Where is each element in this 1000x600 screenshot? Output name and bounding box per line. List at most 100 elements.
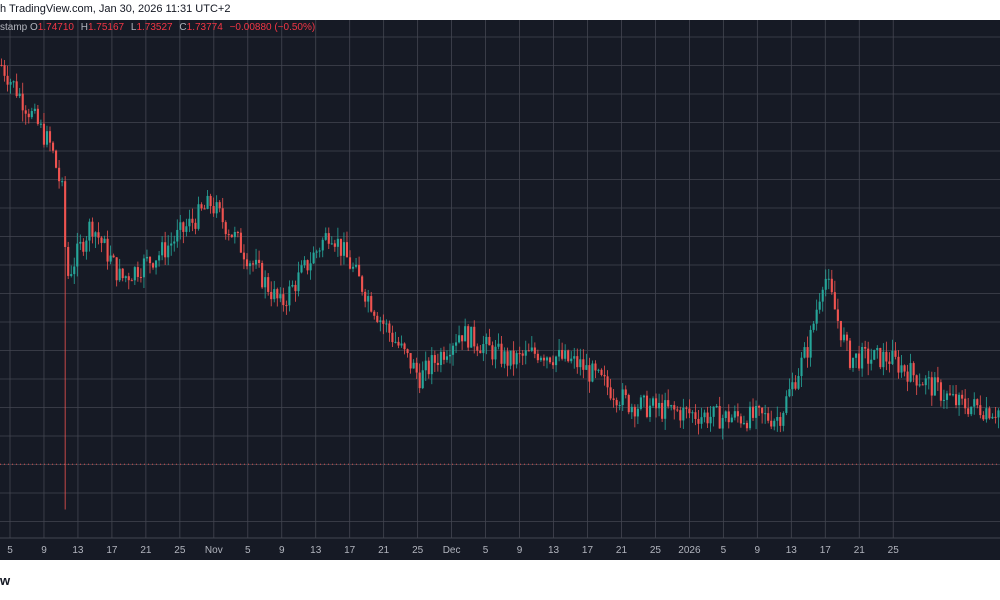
chart-pane[interactable]: 5 9 13 17 21 25 Nov 5 9 13 17 21 25 Dec 5 9 13 17 21 25 2026…	[0, 20, 1000, 560]
candle-body	[679, 410, 682, 421]
candle-body	[297, 272, 300, 292]
candle-body	[367, 296, 370, 302]
candle-body	[61, 181, 64, 183]
x-tick-label: 9	[41, 545, 47, 556]
candle-body	[336, 238, 339, 247]
candle-body	[164, 242, 167, 258]
candle-body	[73, 266, 76, 275]
x-tick-label: 13	[786, 545, 798, 556]
candle-body	[285, 305, 288, 307]
candle-body	[403, 343, 406, 350]
candle-body	[500, 343, 503, 364]
close-value: 1.73774	[186, 22, 223, 33]
candle-body	[685, 407, 688, 409]
candle-body	[242, 252, 245, 260]
candle-body	[288, 286, 291, 306]
candle-body	[803, 347, 806, 358]
x-tick-label: 21	[616, 545, 628, 556]
candle-body	[479, 350, 482, 354]
candle-body	[727, 411, 730, 423]
candle-body	[264, 277, 267, 288]
candle-body	[124, 276, 127, 279]
price-chart[interactable]: 5 9 13 17 21 25 Nov 5 9 13 17 21 25 Dec 5 9 13 17 21 25 2026…	[0, 20, 1000, 560]
candle-body	[0, 64, 3, 66]
candle-body	[797, 376, 800, 389]
candle-body	[121, 268, 124, 279]
candle-body	[79, 241, 82, 244]
candle-body	[733, 411, 736, 418]
candle-body	[879, 347, 882, 368]
candle-body	[136, 267, 139, 277]
candle-body	[279, 294, 282, 299]
candle-body	[9, 82, 12, 85]
candle-body	[412, 362, 415, 369]
candle-body	[967, 408, 970, 415]
candle-body	[782, 412, 785, 426]
candle-body	[39, 123, 42, 125]
candle-body	[188, 218, 191, 227]
candle-body	[376, 315, 379, 322]
candle-body	[397, 341, 400, 346]
candle-body	[170, 243, 173, 246]
candle-body	[373, 311, 376, 316]
candle-body	[594, 363, 597, 371]
candle-body	[903, 365, 906, 372]
candle-body	[667, 400, 670, 407]
candle-body	[815, 309, 818, 324]
candle-body	[442, 351, 445, 360]
candle-body	[930, 377, 933, 396]
candle-body	[85, 240, 88, 252]
candle-body	[51, 142, 55, 151]
candle-body	[639, 397, 642, 409]
x-tick-label: 17	[106, 545, 118, 556]
candle-body	[791, 382, 794, 390]
candle-body	[542, 357, 545, 361]
candle-body	[424, 360, 427, 371]
candle-body	[339, 238, 342, 256]
candle-body	[100, 237, 103, 243]
candle-body	[318, 250, 321, 252]
candle-body	[661, 402, 664, 419]
candle-body	[348, 257, 352, 269]
candle-body	[394, 341, 397, 343]
x-tick-label: 17	[582, 545, 594, 556]
x-tick-label: 5	[721, 545, 727, 556]
candle-body	[233, 231, 236, 238]
x-tick-label: 21	[378, 545, 390, 556]
candle-body	[370, 296, 373, 312]
candle-body	[948, 393, 952, 395]
candle-body	[42, 123, 45, 145]
candle-body	[642, 395, 645, 398]
candle-body	[415, 362, 418, 373]
candle-body	[88, 221, 91, 241]
candle-body	[633, 406, 636, 417]
candle-body	[785, 396, 788, 413]
candle-body	[651, 398, 655, 406]
candle-body	[985, 408, 988, 420]
candle-body	[882, 351, 885, 368]
candle-body	[518, 353, 521, 355]
candle-body	[464, 326, 467, 342]
x-tick-label: 9	[517, 545, 523, 556]
candle-body	[418, 372, 421, 389]
candle-body	[827, 278, 830, 280]
x-tick-label: 9	[279, 545, 285, 556]
candle-body	[709, 416, 712, 424]
candle-body	[206, 195, 209, 209]
candle-body	[194, 222, 197, 229]
candle-body	[524, 350, 527, 356]
candle-body	[758, 406, 761, 408]
candle-body	[312, 252, 315, 264]
candle-body	[173, 241, 176, 244]
candle-body	[239, 232, 242, 253]
candle-body	[491, 345, 494, 360]
candle-body	[309, 263, 312, 271]
candle-body	[885, 351, 888, 362]
candle-body	[455, 342, 458, 346]
x-tick-label: Nov	[205, 545, 223, 556]
candle-body	[115, 257, 118, 281]
candle-body	[567, 350, 570, 362]
candle-body	[12, 81, 15, 83]
brand-text: w	[0, 573, 11, 588]
candle-body	[961, 394, 964, 399]
